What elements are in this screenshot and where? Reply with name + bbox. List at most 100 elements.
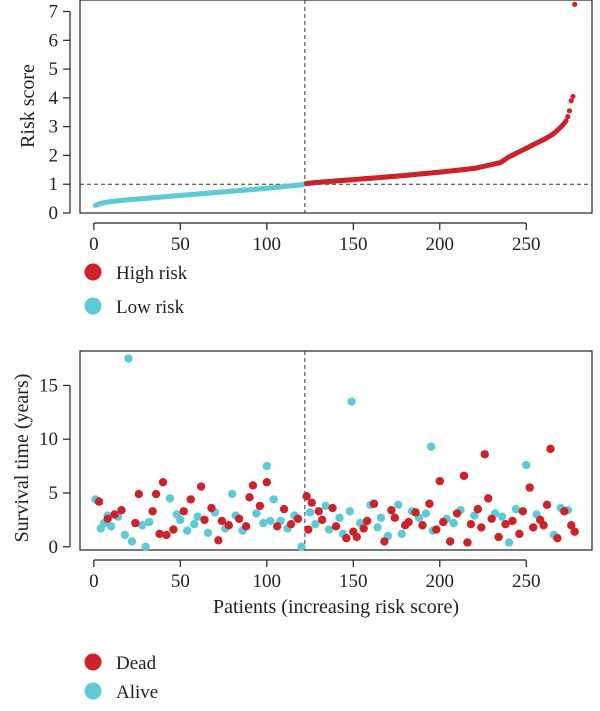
dead-point	[387, 506, 396, 515]
risk-y-tick-label: 1	[49, 174, 59, 195]
high-risk-point	[570, 93, 576, 100]
dead-point	[134, 489, 144, 499]
legend-alive-label: Alive	[116, 682, 158, 703]
survival-plot-frame	[79, 350, 593, 551]
alive-point	[394, 500, 403, 510]
legend-alive-marker	[84, 682, 102, 700]
survival-x-tick-label: 250	[512, 571, 541, 592]
legend-low-risk-marker	[84, 297, 102, 315]
survival-y-tick-label: 10	[39, 429, 58, 450]
alive-point	[335, 513, 344, 522]
dead-point	[390, 513, 400, 522]
alive-point	[262, 461, 272, 471]
survival-y-tick-label: 5	[49, 483, 59, 504]
legend-dead-label: Dead	[116, 653, 157, 674]
alive-point	[259, 518, 268, 528]
alive-point	[426, 442, 436, 451]
alive-point	[397, 529, 406, 539]
dead-point	[248, 481, 258, 490]
survival-x-axis-title: Patients (increasing risk score)	[213, 596, 459, 618]
alive-point	[321, 501, 330, 511]
dead-point	[528, 523, 538, 532]
risk-y-tick-label: 3	[49, 117, 59, 138]
dead-point	[484, 494, 493, 503]
dead-point	[369, 499, 379, 508]
dead-point	[452, 509, 462, 518]
alive-point	[311, 519, 320, 529]
dead-point	[234, 514, 244, 524]
dead-point	[148, 507, 157, 516]
legend-dead-marker	[84, 653, 102, 671]
dead-point	[179, 507, 188, 516]
alive-point	[124, 354, 133, 363]
dead-point	[487, 514, 496, 524]
dead-point	[432, 525, 441, 534]
alive-point	[183, 526, 192, 535]
risk-y-tick-label: 2	[49, 145, 59, 166]
high-risk-point	[565, 113, 571, 120]
alive-point	[176, 515, 185, 525]
survival-time-panel: 0 50 100 150 200 250 0 5 10 15 Survival time (ye…	[11, 350, 593, 618]
dead-point	[131, 518, 140, 528]
dead-point	[255, 501, 265, 511]
risk-x-tick-label: 0	[89, 234, 99, 255]
dead-point	[186, 495, 195, 504]
survival-points	[91, 354, 579, 551]
alive-point	[189, 519, 199, 529]
dead-point	[224, 521, 233, 530]
survival-x-tick-label: 200	[426, 571, 455, 592]
dead-point	[94, 497, 104, 506]
survival-y-tick-label: 15	[39, 375, 58, 396]
dead-point	[494, 532, 503, 542]
risk-score-panel: 0 50 100 150 200 250 0 1 2 3 4 5 6 7 Risk score	[17, 0, 593, 255]
alive-point	[504, 538, 514, 547]
risk-y-tick-label: 0	[49, 203, 59, 224]
dead-point	[151, 489, 161, 499]
dead-point	[162, 530, 171, 540]
alive-point	[106, 522, 116, 531]
risk-x-axis: 0 50 100 150 200 250	[89, 222, 541, 255]
dead-point	[404, 517, 413, 527]
risk-y-tick-label: 7	[49, 2, 59, 23]
high-risk-point	[568, 98, 574, 104]
risk-y-tick-label: 5	[49, 59, 59, 80]
dead-point	[525, 483, 534, 492]
dead-point	[570, 527, 579, 536]
dead-point	[439, 517, 448, 527]
alive-point	[297, 542, 306, 551]
high-risk-point	[566, 108, 573, 114]
dead-point	[567, 521, 576, 530]
survival-x-axis: 0 50 100 150 200 250	[89, 559, 541, 592]
dead-point	[272, 522, 282, 531]
dead-point	[352, 532, 361, 542]
dead-point	[445, 537, 455, 546]
dead-point	[317, 515, 327, 525]
alive-point	[193, 512, 202, 521]
legend-high-risk-label: High risk	[116, 263, 188, 284]
alive-point	[345, 507, 355, 516]
dead-point	[359, 524, 368, 533]
dead-point	[214, 536, 223, 545]
alive-point	[470, 511, 479, 520]
dead-point	[466, 519, 476, 529]
alive-point	[376, 513, 386, 522]
dead-point	[158, 478, 168, 487]
alive-point	[203, 528, 213, 537]
dead-point	[279, 504, 289, 514]
alive-point	[324, 525, 334, 534]
dead-point	[217, 516, 227, 526]
survival-x-tick-label: 150	[339, 571, 368, 592]
risk-y-axis: 0 1 2 3 4 5 6 7	[49, 2, 71, 224]
dead-point	[518, 507, 528, 516]
dead-point	[245, 493, 254, 502]
dead-point	[515, 529, 524, 539]
risk-x-tick-label: 150	[339, 234, 368, 255]
dead-point	[459, 471, 469, 480]
dead-point	[103, 514, 112, 524]
dead-point	[328, 503, 337, 513]
dead-point	[480, 450, 489, 459]
alive-point	[266, 516, 275, 526]
dead-point	[542, 500, 552, 510]
dead-point	[155, 529, 164, 539]
alive-point	[127, 537, 137, 546]
